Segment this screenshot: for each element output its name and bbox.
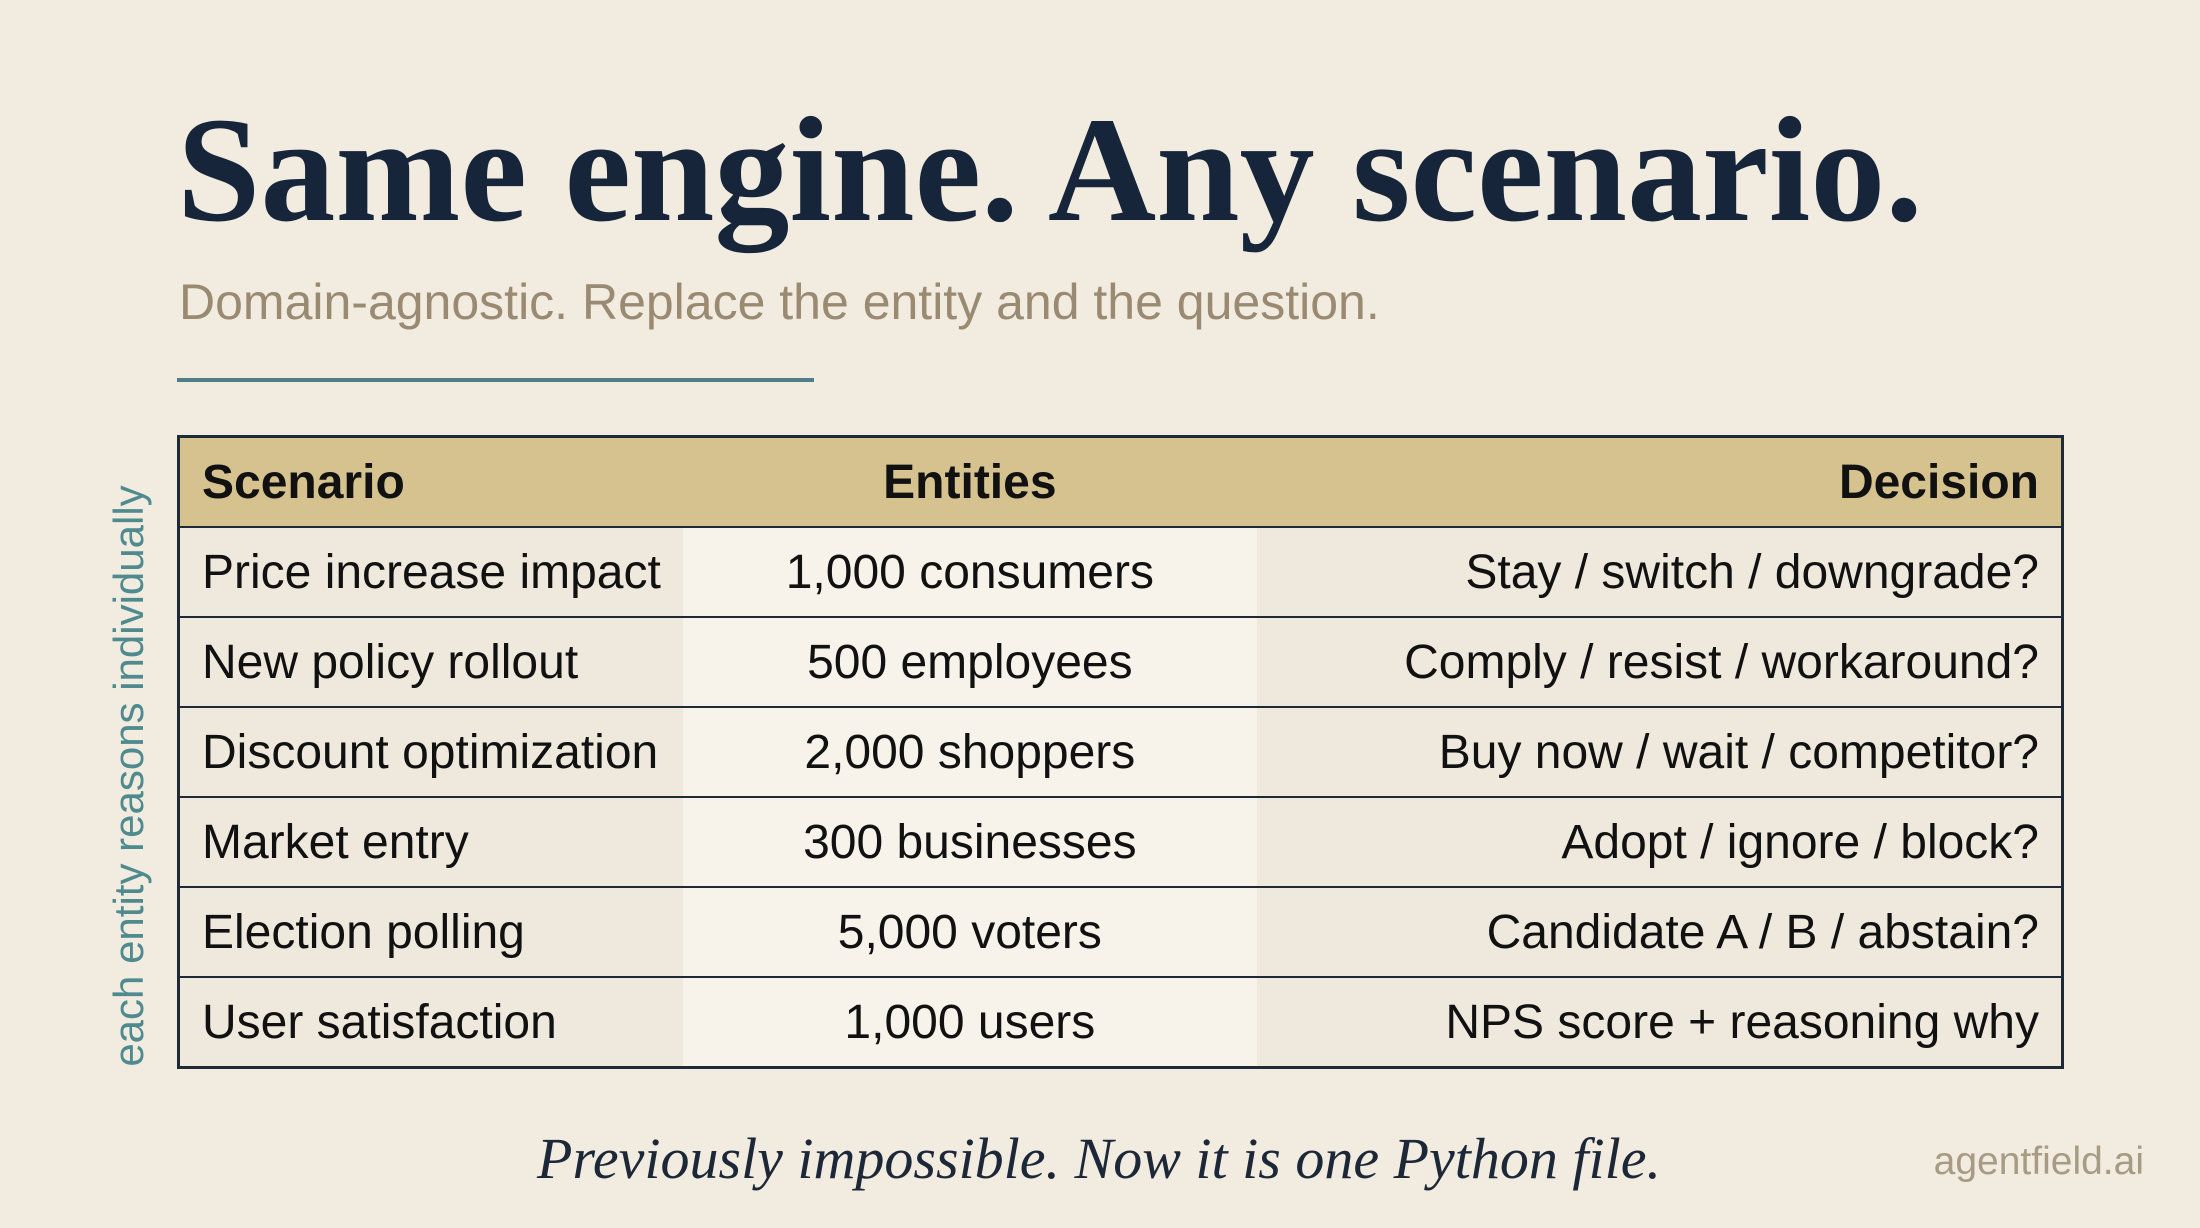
column-header: Entities (682, 435, 1257, 527)
side-note: each entity reasons individually (105, 485, 152, 1067)
table-cell: Discount optimization (178, 706, 683, 797)
table-cell: 300 businesses (682, 796, 1257, 887)
table-row: New policy rollout 500 employees Comply / … (178, 616, 2063, 707)
tagline: Previously impossible. Now it is one Pyt… (537, 1126, 1661, 1191)
table-cell: 2,000 shoppers (682, 706, 1257, 797)
table-cell: User satisfaction (178, 976, 683, 1068)
table-cell: New policy rollout (178, 616, 683, 707)
table-row: User satisfaction 1,000 users NPS score + … (178, 976, 2063, 1068)
table-cell: 5,000 voters (682, 886, 1257, 977)
scenario-table: Scenario Entities Decision Price increase … (177, 435, 2064, 1069)
table-cell: Comply / resist / workaround? (1256, 616, 2063, 707)
table-row: Market entry 300 businesses Adopt / ignore… (178, 796, 2063, 887)
table-cell: Price increase impact (178, 526, 683, 617)
title: Same engine. Any scenario. (177, 87, 1923, 253)
table-cell: Buy now / wait / competitor? (1256, 706, 2063, 797)
table-body: Price increase impact 1,000 consumers Stay… (178, 526, 2063, 1068)
table-cell: Market entry (178, 796, 683, 887)
subtitle: Domain-agnostic. Replace the entity and … (179, 274, 1380, 330)
table-cell: Adopt / ignore / block? (1256, 796, 2063, 887)
table-row: Price increase impact 1,000 consumers Stay… (178, 526, 2063, 617)
table-cell: 1,000 users (682, 976, 1257, 1068)
table-cell: 500 employees (682, 616, 1257, 707)
divider (177, 378, 814, 382)
table-cell: Candidate A / B / abstain? (1256, 886, 2063, 977)
table-cell: Stay / switch / downgrade? (1256, 526, 2063, 617)
brand: agentfield.ai (1933, 1140, 2144, 1183)
table-cell: NPS score + reasoning why (1256, 976, 2063, 1068)
table-cell: 1,000 consumers (682, 526, 1257, 617)
table-row: Election polling 5,000 voters Candidate A … (178, 886, 2063, 977)
header-row: Scenario Entities Decision (178, 435, 2063, 527)
table-cell: Election polling (178, 886, 683, 977)
column-header: Decision (1256, 435, 2063, 527)
table-row: Discount optimization 2,000 shoppers Buy n… (178, 706, 2063, 797)
column-header: Scenario (178, 435, 683, 527)
